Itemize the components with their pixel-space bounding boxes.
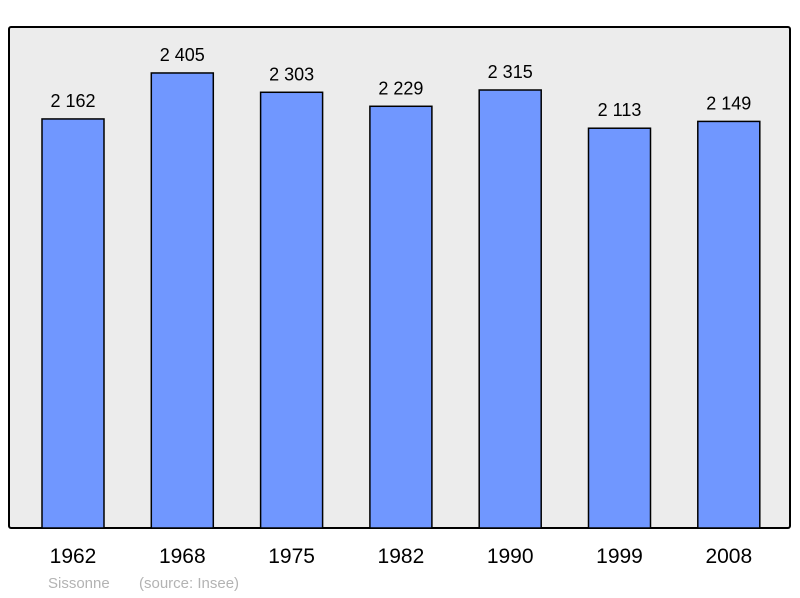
value-label: 2 113: [598, 100, 642, 120]
x-tick-label: 1982: [378, 545, 425, 568]
value-label: 2 303: [269, 64, 314, 84]
value-label: 2 315: [488, 62, 533, 82]
x-tick-label: 1975: [268, 545, 315, 568]
value-label: 2 162: [50, 91, 95, 111]
bar-1968: [150, 72, 215, 529]
value-label: 2 229: [378, 78, 423, 98]
place-name: Sissonne: [48, 575, 110, 592]
x-tick-label: 2008: [705, 545, 752, 568]
bar-2008: [697, 120, 761, 529]
x-tick-label: 1962: [50, 545, 97, 568]
value-label: 2 149: [706, 93, 751, 113]
bar-1990: [478, 89, 542, 529]
bar-1982: [369, 105, 433, 529]
x-tick-label: 1999: [596, 545, 643, 568]
value-label: 2 405: [160, 45, 205, 65]
source-note: (source: Insee): [139, 575, 240, 592]
bar-1999: [587, 127, 652, 529]
bar-1962: [41, 118, 105, 529]
bar-1975: [259, 91, 324, 529]
x-tick-label: 1990: [487, 545, 534, 568]
x-tick-label: 1968: [159, 545, 206, 568]
